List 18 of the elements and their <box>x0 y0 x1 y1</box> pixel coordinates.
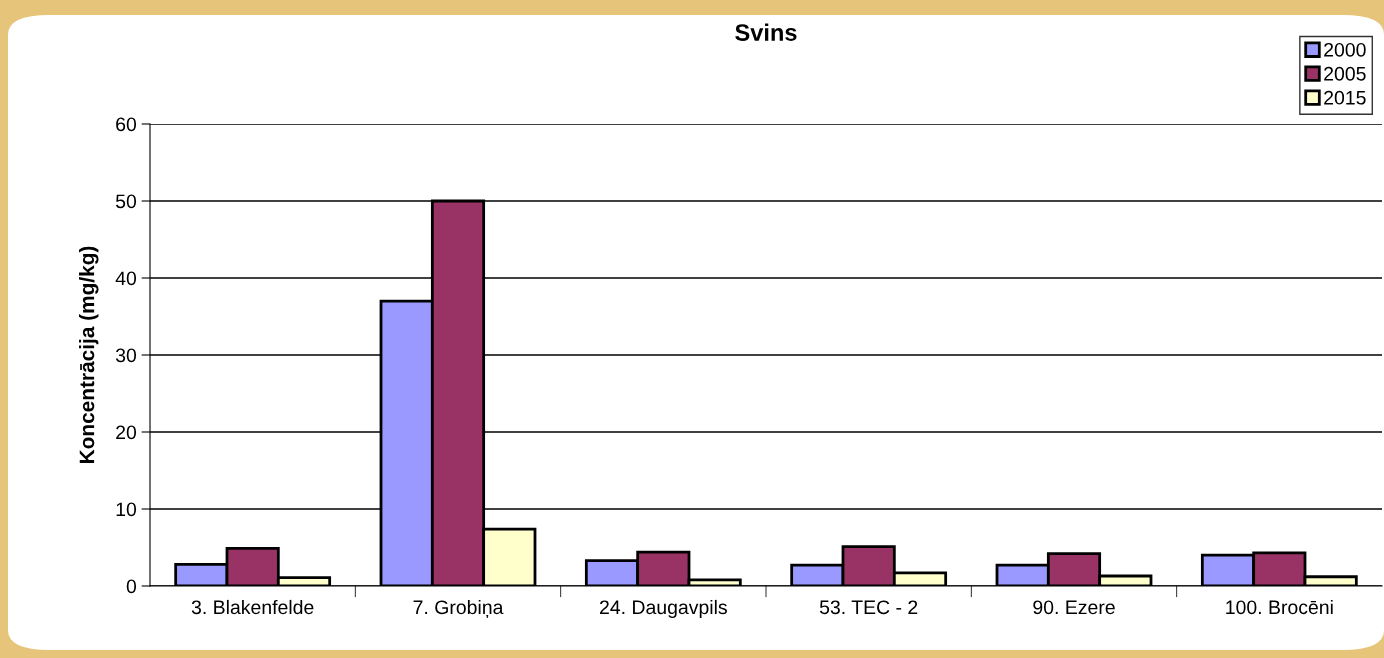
y-tick-label: 0 <box>126 579 137 594</box>
legend-label: 2015 <box>1324 90 1366 105</box>
x-tick-label: 7. Grobiņa <box>413 599 504 619</box>
legend-label: 2000 <box>1324 42 1366 57</box>
legend-label: 2005 <box>1324 66 1366 81</box>
y-axis-title: Koncentrācija (mg/kg) <box>79 246 99 463</box>
x-tick-label: 90. Ezere <box>1033 600 1115 615</box>
y-tick-label: 60 <box>116 117 137 132</box>
y-tick-label: 30 <box>115 348 137 363</box>
x-tick-label: 53. TEC - 2 <box>819 600 918 615</box>
y-tick-label: 20 <box>116 425 137 440</box>
x-tick-label: 24. Daugavpils <box>600 599 727 619</box>
x-tick-label: 100. Brocēni <box>1226 599 1333 615</box>
chart-title: Svins <box>735 23 797 41</box>
y-tick-label: 40 <box>115 271 137 286</box>
y-tick-label: 50 <box>115 194 137 209</box>
x-tick-label: 3. Blakenfelde <box>191 599 314 615</box>
y-tick-label: 10 <box>116 502 137 517</box>
